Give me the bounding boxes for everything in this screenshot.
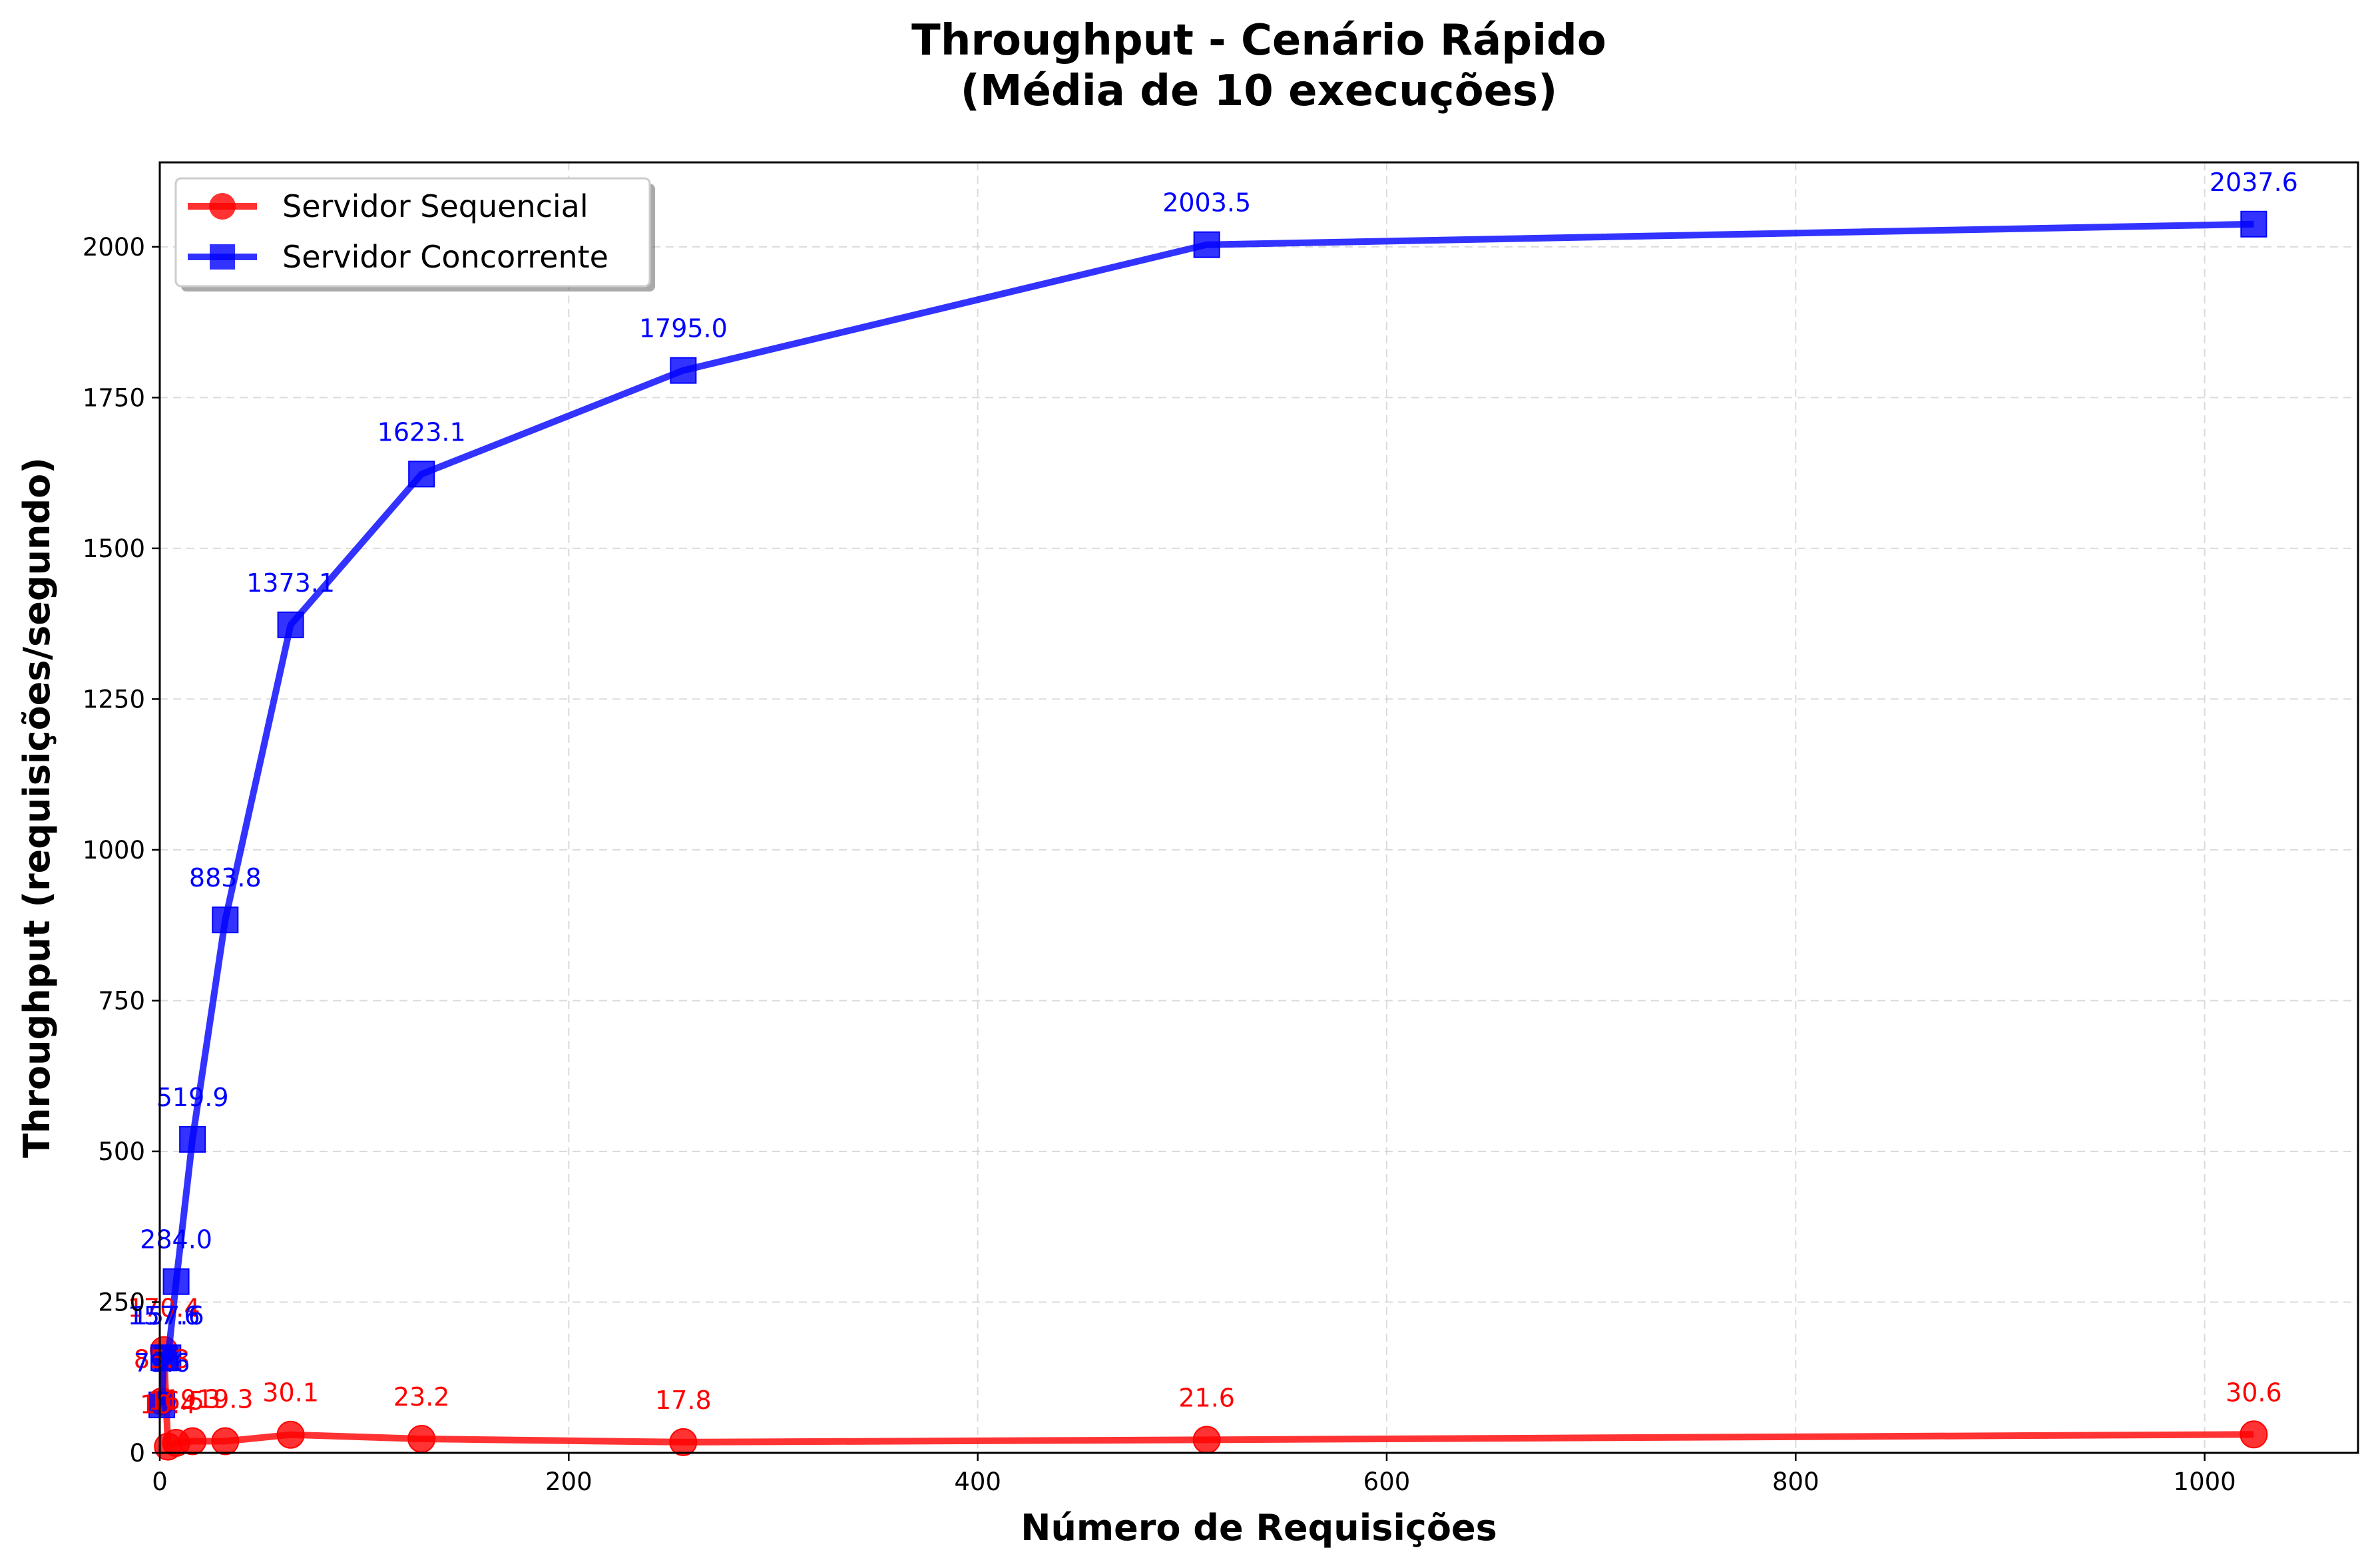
data-labels: 85.3 170.4 10.416.519.319.3 30.1 23.2 17.8 21.… bbox=[128, 168, 2298, 1420]
grid bbox=[159, 162, 2358, 1454]
y-tick-label: 750 bbox=[98, 986, 145, 1015]
x-tick-label: 800 bbox=[1772, 1468, 1819, 1496]
concurrent-point bbox=[148, 1391, 176, 1418]
x-tick-label: 400 bbox=[954, 1468, 1001, 1496]
concurrent-point bbox=[408, 461, 435, 488]
series-layer bbox=[148, 210, 2268, 1461]
concurrent-point bbox=[670, 357, 697, 384]
concurrent-point bbox=[179, 1125, 206, 1153]
legend-square-marker bbox=[210, 244, 235, 270]
data-label: 2003.5 bbox=[1162, 188, 1251, 218]
data-label: 16.5 bbox=[148, 1386, 204, 1416]
y-axis-label: Throughput (requisições/segundo) bbox=[16, 457, 58, 1158]
y-tick-label: 1500 bbox=[83, 534, 145, 563]
x-tick-label: 0 bbox=[152, 1468, 168, 1496]
data-label: 30.6 bbox=[2226, 1378, 2282, 1407]
data-label: 19.3 bbox=[164, 1385, 221, 1414]
y-tick-label: 1250 bbox=[83, 685, 145, 713]
legend-label: Servidor Concorrente bbox=[282, 239, 608, 275]
sequential-point bbox=[1192, 1426, 1221, 1454]
y-tick-label: 0 bbox=[129, 1439, 145, 1468]
x-tick-label: 600 bbox=[1363, 1468, 1411, 1496]
sequential-point bbox=[178, 1427, 207, 1456]
legend-box bbox=[174, 177, 651, 288]
chart-subtitle: (Média de 10 execuções) bbox=[961, 67, 1558, 116]
data-label: 519.9 bbox=[156, 1083, 229, 1112]
concurrent-point bbox=[2240, 210, 2267, 238]
y-tick-label: 250 bbox=[98, 1288, 145, 1316]
data-label: 2037.6 bbox=[2210, 168, 2298, 197]
data-label: 85.3 bbox=[134, 1345, 190, 1374]
x-tick-label: 1000 bbox=[2174, 1468, 2236, 1496]
plot-area bbox=[158, 161, 2359, 1454]
sequential-point bbox=[2240, 1420, 2268, 1449]
legend-circle-marker bbox=[209, 193, 236, 220]
data-label: 1373.1 bbox=[246, 568, 335, 598]
data-label: 1795.0 bbox=[639, 314, 728, 343]
sequential-point bbox=[669, 1428, 698, 1456]
data-label: 21.6 bbox=[1178, 1383, 1235, 1412]
data-label: 19.3 bbox=[197, 1385, 254, 1414]
x-axis-label: Número de Requisições bbox=[1021, 1507, 1497, 1549]
y-tick-label: 1000 bbox=[83, 836, 145, 865]
sequential-point bbox=[276, 1420, 305, 1449]
y-tick-label: 500 bbox=[98, 1137, 145, 1166]
data-label: 17.8 bbox=[655, 1386, 712, 1415]
y-tick-label: 2000 bbox=[83, 233, 145, 262]
y-tick-label: 1750 bbox=[83, 383, 145, 412]
concurrent-point bbox=[212, 906, 239, 934]
axis-ticks: 0 200 400 600 800 1000 0 250 500 750 1000 1250 1500 1… bbox=[83, 233, 2236, 1496]
concurrent-point bbox=[1193, 231, 1220, 258]
data-label: 157.6 bbox=[132, 1301, 204, 1330]
data-label: 30.1 bbox=[262, 1378, 319, 1408]
chart-title: Throughput - Cenário Rápido bbox=[911, 16, 1606, 65]
sequential-point bbox=[407, 1424, 436, 1453]
legend-label: Servidor Sequencial bbox=[282, 188, 589, 224]
concurrent-point bbox=[162, 1268, 190, 1295]
data-label: 284.0 bbox=[140, 1225, 212, 1255]
data-label: 170.4 bbox=[128, 1294, 200, 1323]
data-label: 23.2 bbox=[393, 1382, 450, 1412]
x-tick-label: 200 bbox=[545, 1468, 593, 1496]
legend: Servidor Sequencial Servidor Concorrente bbox=[174, 177, 655, 292]
series-line-2 bbox=[158, 220, 2254, 1406]
data-label: 157.6 bbox=[128, 1301, 200, 1330]
concurrent-point bbox=[277, 611, 304, 638]
sequential-point bbox=[211, 1427, 240, 1456]
data-label: 883.8 bbox=[189, 863, 262, 892]
data-label: 10.4 bbox=[140, 1390, 196, 1420]
data-label: 1623.1 bbox=[377, 417, 466, 447]
data-label: 79.6 bbox=[134, 1348, 190, 1378]
